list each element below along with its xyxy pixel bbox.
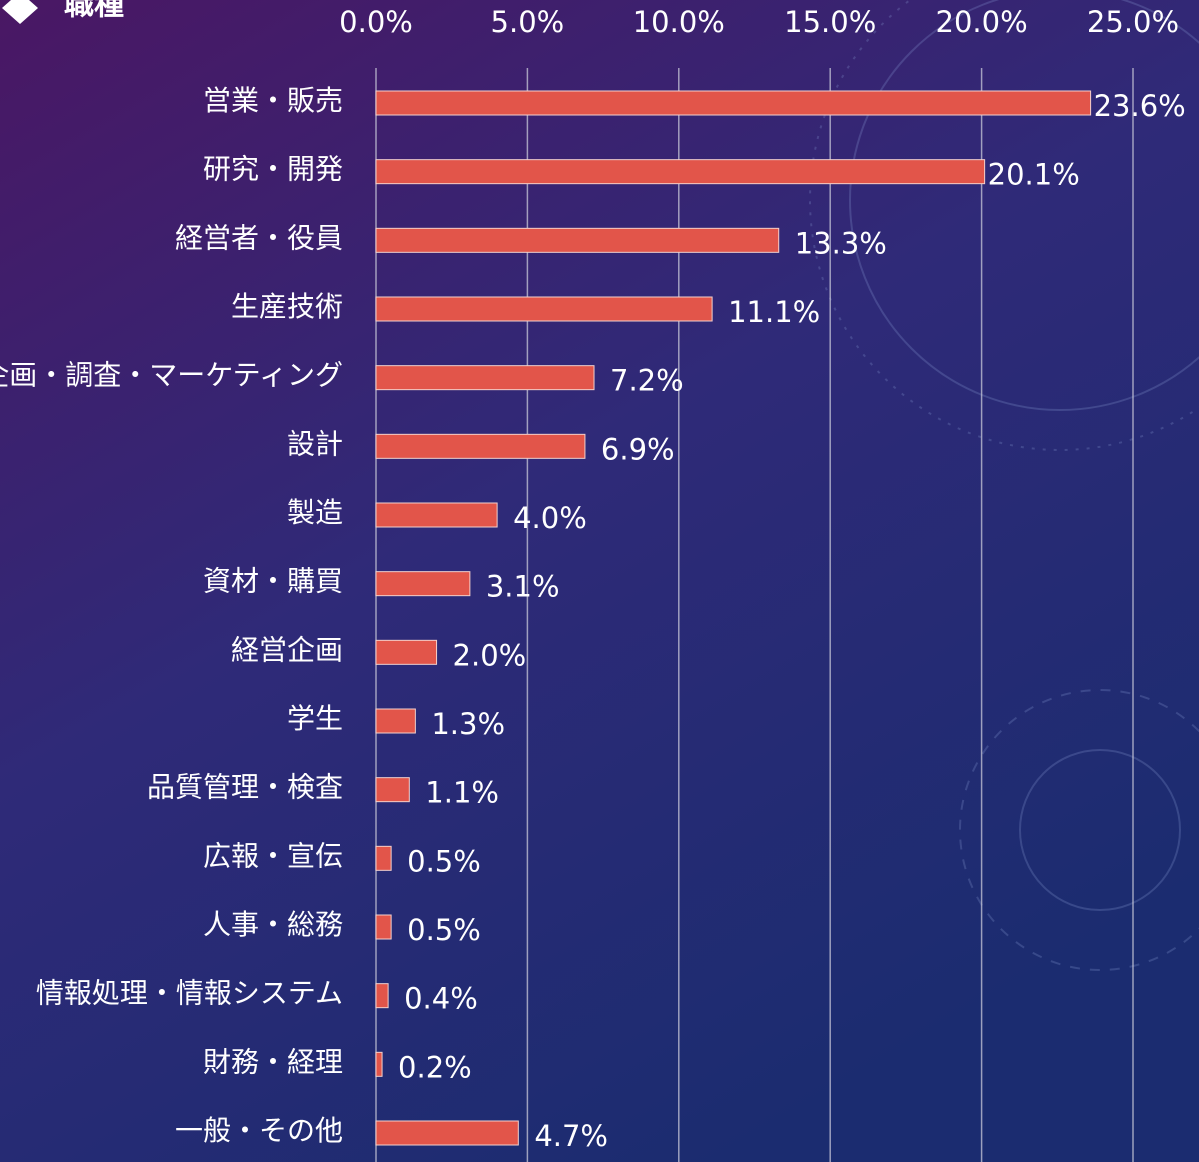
bar [376,778,409,802]
bar [376,366,594,390]
y-tick-label: 営業・販売 [203,84,343,117]
y-tick-label: 経営者・役員 [175,221,343,254]
bar [376,640,437,664]
value-label: 4.7% [534,1119,608,1153]
value-label: 23.6% [1094,89,1186,123]
value-label: 0.4% [404,982,478,1016]
x-tick-label: 10.0% [633,5,725,39]
y-tick-label: 製造 [287,496,343,529]
x-tick-label: 0.0% [339,5,413,39]
y-tick-label: 情報処理・情報システム [36,977,343,1010]
value-label: 13.3% [795,226,887,260]
chart: 職種 0.0% 5.0% 10.0% 15.0% 20.0% 25.0% 営業・販売 23.6… [0,0,1199,1162]
x-tick-label: 20.0% [936,5,1028,39]
value-label: 11.1% [728,295,820,329]
value-label: 4.0% [513,501,587,535]
y-tick-label: 品質管理・検査 [147,771,343,804]
y-tick-label: 経営企画 [231,633,343,666]
value-label: 0.2% [398,1050,472,1084]
bar [376,572,470,596]
bar [376,434,585,458]
y-tick-label: 研究・開発 [203,153,343,186]
value-label: 3.1% [486,570,560,604]
bar [376,1052,382,1076]
bar [376,915,391,939]
y-tick-label: 企画・調査・マーケティング [0,359,343,392]
value-label: 0.5% [407,844,481,878]
bar [376,91,1091,115]
y-tick-label: 広報・宣伝 [203,839,343,872]
bar [376,503,497,527]
x-tick-label: 5.0% [491,5,565,39]
y-tick-label: 資材・購買 [203,565,343,598]
value-label: 2.0% [453,638,527,672]
y-tick-label: 一般・その他 [175,1114,343,1147]
bar [376,160,985,184]
bar [376,228,779,252]
value-label: 1.1% [425,776,499,810]
y-tick-label: 財務・経理 [203,1045,343,1078]
y-tick-label: 人事・総務 [203,908,343,941]
y-tick-label: 設計 [287,427,343,460]
bar [376,1121,518,1145]
bar [376,709,415,733]
y-tick-label: 生産技術 [231,290,343,323]
value-label: 7.2% [610,364,684,398]
value-label: 20.1% [988,158,1080,192]
value-label: 6.9% [601,432,675,466]
page: 職種 0.0% 5.0% 10.0% 15.0% 20.0% 25.0% 営業・販売 23.6… [0,0,1199,1162]
x-tick-label: 25.0% [1087,5,1179,39]
bar [376,297,712,321]
bar [376,984,388,1008]
y-tick-label: 学生 [287,702,343,735]
x-tick-label: 15.0% [784,5,876,39]
chart-title: 職種 [64,0,124,23]
bar [376,846,391,870]
value-label: 1.3% [431,707,505,741]
value-label: 0.5% [407,913,481,947]
